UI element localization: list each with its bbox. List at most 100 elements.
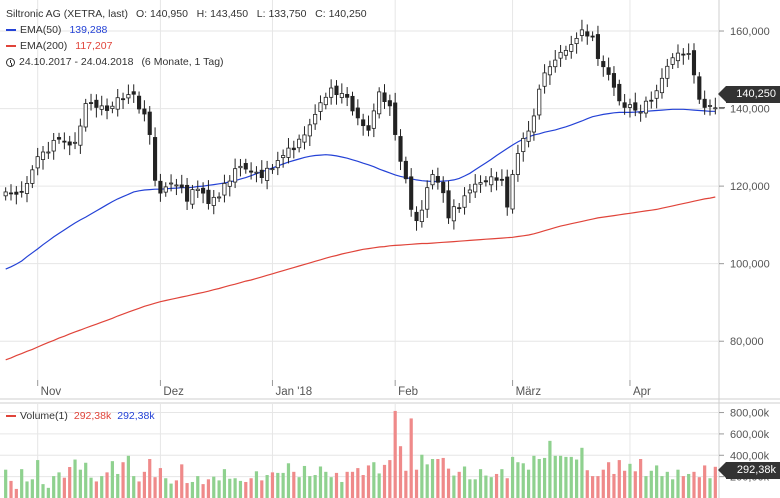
volume-bar [318,466,323,498]
candle-body [78,125,83,146]
volume-legend-label: Volume(1) [20,410,68,422]
legend-title: Siltronic AG (XETRA, last) [6,8,128,20]
price-tick-label: 80,000 [730,336,764,348]
volume-bar [180,464,184,498]
volume-bar [601,469,605,498]
volume-bar [510,456,515,498]
candle-body [8,192,14,195]
volume-bar [100,476,104,498]
legend-ema200-row: EMA(200) 117,207 [6,38,367,54]
volume-bar [265,475,269,498]
volume-bar [564,456,568,498]
candle-body [638,111,643,114]
ema200-swatch [6,45,16,47]
volume-bar [340,481,344,498]
candle-body [147,111,152,135]
volume-bar [537,459,541,498]
volume-bar [89,477,93,498]
candle-body [121,98,126,101]
candle-body [3,191,8,197]
legend-title-row: Siltronic AG (XETRA, last) O: 140,950 H:… [6,6,367,22]
candle-body [185,184,190,202]
candle-body [163,186,168,193]
price-tick-label: 140,000 [730,104,770,116]
candle-body [35,156,40,169]
volume-bar [249,478,253,498]
candle-body [473,183,478,193]
candle-body [649,99,654,102]
volume-bar [484,475,488,498]
volume-bar [233,478,237,498]
candle-body [227,180,232,187]
volume-bar [580,447,584,498]
volume-bar [206,479,211,498]
volume-bar [260,480,264,498]
volume-bar [78,469,82,498]
legend-ema200-value: 117,207 [75,40,113,52]
volume-bar [212,476,216,498]
volume-tick-label: 800,00k [730,408,770,420]
candle-body [238,165,243,169]
candle-body [659,77,665,94]
volume-bar [478,469,483,498]
volume-bar [553,455,557,498]
time-tick-label: Feb [398,386,418,398]
volume-bar [105,472,109,498]
candle-body [249,170,254,173]
volume-bar [142,471,146,498]
candle-body [521,138,526,153]
candle-body [425,187,430,210]
volume-bar [665,471,669,498]
candle-body [179,184,184,188]
candle-body [697,76,702,100]
volume-bar [521,463,525,498]
candle-body [62,140,67,143]
legend-ema50-row: EMA(50) 139,288 [6,22,367,38]
candle-body [590,35,595,38]
volume-bar [462,466,467,498]
volume-bar [516,462,520,498]
volume-bar [703,465,707,498]
volume-bar [575,459,579,498]
volume-bar [174,480,179,498]
candle-body [691,50,697,76]
candle-body [355,107,360,119]
volume-bar [628,463,632,498]
volume-bar [222,469,227,498]
candle-body [318,102,323,112]
candle-body [195,188,200,191]
candle-body [275,160,280,169]
ema50-swatch [6,29,16,31]
volume-bar [591,476,595,498]
legend-ohlc: O: 140,950 H: 143,450 L: 133,750 C: 140,… [135,8,367,20]
volume-bar [425,464,429,498]
candle-body [217,196,222,199]
volume-bar [430,459,435,498]
candle-body [547,66,552,76]
candle-body [430,174,435,186]
clock-icon [6,57,15,67]
candle-body [579,29,584,36]
candle-body [67,141,72,146]
candle-body [24,183,30,194]
volume-bar [708,478,712,498]
volume-bar [692,471,696,498]
legend-period-row: 24.10.2017 - 24.04.2018 (6 Monate, 1 Tag… [6,54,367,70]
candle-body [174,184,179,187]
volume-bar [228,478,232,498]
volume-bar [404,470,408,498]
candle-body [297,138,302,149]
time-tick-label: März [516,386,542,398]
candle-body [686,53,691,55]
volume-bar [607,462,611,498]
volume-bar [121,462,125,498]
volume-bar [62,477,66,498]
volume-bar [9,480,13,498]
candle-body [110,105,115,109]
candle-body [515,153,520,175]
volume-bar [137,481,141,498]
candle-body [542,72,547,87]
volume-bar [473,479,477,498]
candle-body [633,102,638,111]
